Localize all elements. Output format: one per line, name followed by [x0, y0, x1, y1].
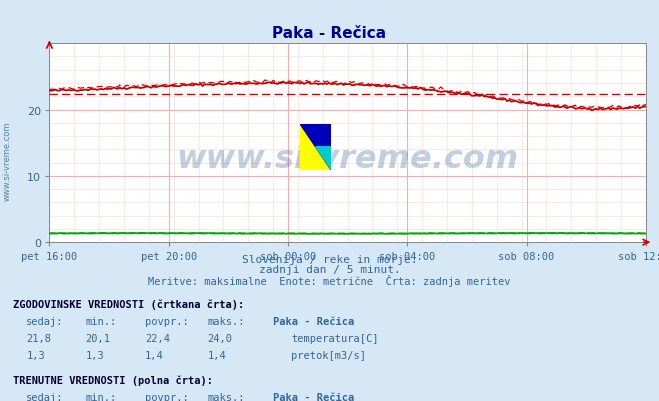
- Text: sedaj:: sedaj:: [26, 316, 64, 326]
- Text: 1,4: 1,4: [145, 350, 163, 360]
- Text: povpr.:: povpr.:: [145, 316, 188, 326]
- Text: Paka - Rečica: Paka - Rečica: [273, 392, 355, 401]
- Text: min.:: min.:: [86, 392, 117, 401]
- Text: 1,4: 1,4: [208, 350, 226, 360]
- Text: 20,1: 20,1: [86, 333, 111, 343]
- Text: 1,3: 1,3: [86, 350, 104, 360]
- Text: 24,0: 24,0: [208, 333, 233, 343]
- Text: min.:: min.:: [86, 316, 117, 326]
- Polygon shape: [316, 148, 331, 170]
- Text: ZGODOVINSKE VREDNOSTI (črtkana črta):: ZGODOVINSKE VREDNOSTI (črtkana črta):: [13, 299, 244, 309]
- Text: Paka - Rečica: Paka - Rečica: [273, 316, 355, 326]
- Text: Meritve: maksimalne  Enote: metrične  Črta: zadnja meritev: Meritve: maksimalne Enote: metrične Črta…: [148, 275, 511, 287]
- Text: povpr.:: povpr.:: [145, 392, 188, 401]
- Polygon shape: [300, 124, 331, 170]
- Text: www.si-vreme.com: www.si-vreme.com: [177, 144, 519, 175]
- Text: pretok[m3/s]: pretok[m3/s]: [291, 350, 366, 360]
- Text: Slovenija / reke in morje.: Slovenija / reke in morje.: [242, 255, 417, 265]
- Text: maks.:: maks.:: [208, 316, 245, 326]
- Text: temperatura[C]: temperatura[C]: [291, 333, 379, 343]
- Text: zadnji dan / 5 minut.: zadnji dan / 5 minut.: [258, 265, 401, 275]
- Text: www.si-vreme.com: www.si-vreme.com: [3, 121, 12, 200]
- Text: 22,4: 22,4: [145, 333, 170, 343]
- Polygon shape: [300, 124, 331, 170]
- Text: sedaj:: sedaj:: [26, 392, 64, 401]
- Text: maks.:: maks.:: [208, 392, 245, 401]
- Text: 1,3: 1,3: [26, 350, 45, 360]
- Text: Paka - Rečica: Paka - Rečica: [272, 26, 387, 41]
- Text: 21,8: 21,8: [26, 333, 51, 343]
- Text: TRENUTNE VREDNOSTI (polna črta):: TRENUTNE VREDNOSTI (polna črta):: [13, 375, 213, 385]
